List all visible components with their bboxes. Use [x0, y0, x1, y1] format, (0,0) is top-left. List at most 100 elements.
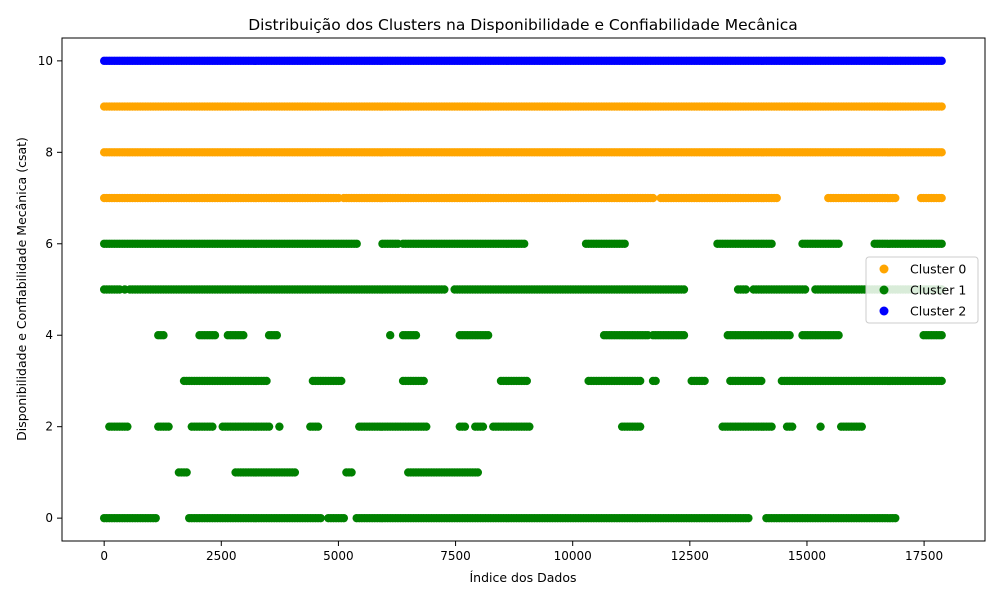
data-point [679, 285, 689, 294]
data-point [785, 331, 794, 340]
x-axis-ticks: 0 2500 5000 7500 10000 12500 15000 17500 [100, 541, 943, 563]
data-point [478, 422, 488, 431]
chart-title: Distribuição dos Clusters na Disponibili… [248, 16, 798, 34]
data-point [937, 239, 946, 248]
legend-label: Cluster 1 [910, 283, 966, 298]
data-point [767, 239, 776, 248]
data-point [891, 193, 900, 203]
data-point [316, 513, 325, 523]
plot-area-frame [61, 37, 986, 542]
data-point [937, 102, 946, 111]
data-point [208, 422, 217, 431]
data-point [620, 239, 629, 248]
data-point [857, 422, 866, 431]
series-1-level-5 [99, 285, 946, 294]
x-tick-label: 5000 [323, 549, 354, 563]
data-point [411, 331, 421, 340]
series-0-level-9 [99, 102, 946, 111]
series-1-level-2 [105, 422, 866, 431]
data-point [440, 285, 449, 294]
data-point [386, 331, 395, 340]
series-0-level-7 [99, 193, 946, 203]
x-tick-label: 15000 [788, 549, 826, 563]
x-tick-label: 0 [100, 549, 108, 563]
data-point [182, 468, 191, 477]
data-point [164, 422, 173, 431]
data-point [834, 331, 843, 340]
data-point [635, 422, 645, 431]
series-1-level-0 [99, 513, 900, 523]
data-point [767, 422, 776, 431]
data-point [937, 376, 946, 386]
data-point [937, 331, 946, 340]
data-point [834, 239, 843, 248]
data-point [891, 513, 900, 523]
x-tick-label: 12500 [671, 549, 709, 563]
y-tick-label: 2 [45, 420, 53, 434]
data-point [272, 331, 282, 340]
y-tick-label: 0 [45, 511, 53, 525]
data-point [123, 422, 132, 431]
data-point [635, 376, 645, 386]
data-point [473, 468, 483, 477]
data-point [210, 331, 220, 340]
data-point [313, 422, 323, 431]
data-point [264, 422, 274, 431]
data-point [744, 513, 753, 523]
data-point [788, 422, 797, 431]
data-point [352, 239, 361, 248]
x-tick-label: 10000 [554, 549, 592, 563]
data-point [262, 376, 271, 386]
series-2-level-10 [99, 56, 946, 66]
legend-marker [879, 306, 889, 316]
y-axis-ticks: 0 2 4 6 8 10 [38, 54, 62, 525]
data-point [239, 331, 248, 340]
data-point [651, 376, 660, 386]
series-1-level-3 [179, 376, 946, 386]
legend-marker [879, 285, 889, 295]
y-tick-label: 8 [45, 145, 53, 159]
data-point [159, 331, 168, 340]
data-point [525, 422, 534, 431]
legend: Cluster 0 Cluster 1 Cluster 2 [865, 256, 979, 324]
series-1-level-6 [99, 239, 946, 248]
x-tick-label: 2500 [206, 549, 237, 563]
legend-box [865, 256, 979, 324]
x-tick-label: 7500 [440, 549, 471, 563]
data-point [800, 285, 810, 294]
y-axis-label: Disponibilidade e Confiabilidade Mecânic… [14, 137, 29, 441]
legend-marker [879, 264, 889, 274]
data-point [757, 376, 766, 386]
data-point [700, 376, 709, 386]
x-axis-label: Índice dos Dados [469, 570, 576, 585]
data-point [347, 468, 356, 477]
data-point [290, 468, 300, 477]
data-point [937, 148, 946, 157]
data-point [741, 285, 751, 294]
data-point [937, 56, 946, 66]
y-tick-label: 10 [38, 54, 53, 68]
series-0-level-8 [99, 148, 946, 157]
data-point [483, 331, 493, 340]
y-tick-label: 4 [45, 328, 53, 342]
legend-label: Cluster 2 [910, 304, 966, 319]
data-point [816, 422, 825, 431]
data-point [151, 513, 160, 523]
data-point [422, 422, 431, 431]
data-point [648, 193, 658, 203]
y-tick-label: 6 [45, 237, 53, 251]
series-1-level-4 [154, 331, 946, 340]
data-point [520, 239, 529, 248]
data-point [679, 331, 689, 340]
data-point [339, 513, 349, 523]
x-tick-label: 17500 [905, 549, 943, 563]
data-point [522, 376, 531, 386]
data-point [937, 193, 946, 203]
data-point [419, 376, 428, 386]
data-point [460, 422, 470, 431]
data-point [772, 193, 781, 203]
data-point [275, 422, 284, 431]
series-1-level-1 [174, 468, 483, 477]
data-points [99, 56, 946, 523]
